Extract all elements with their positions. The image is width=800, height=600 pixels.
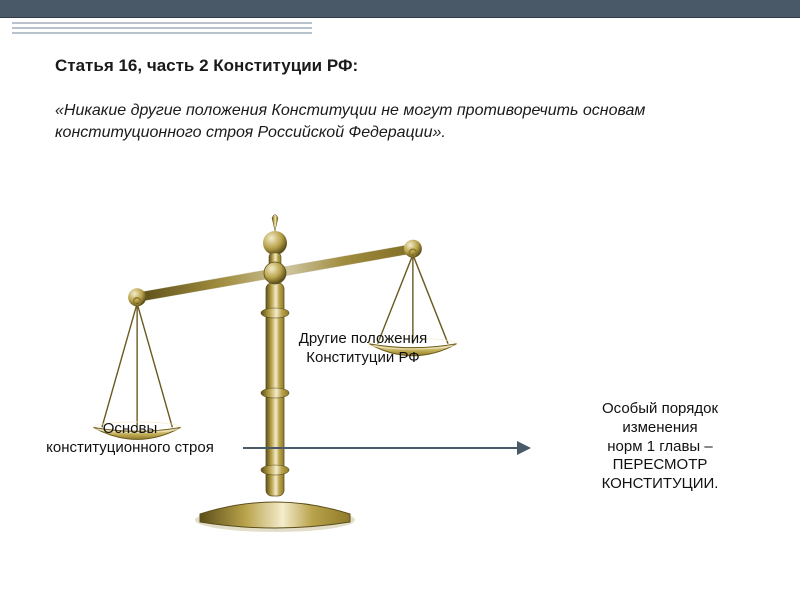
decorative-stripes [12, 22, 312, 37]
label-line: Другие положения [299, 330, 428, 347]
side-line: норм 1 главы – [607, 438, 712, 455]
article-quote: «Никакие другие положения Конституции не… [55, 100, 740, 143]
arrow-head-icon [517, 441, 531, 455]
label-other-provisions: Другие положения Конституции РФ [278, 330, 448, 368]
side-line: КОНСТИТУЦИИ. [602, 475, 719, 492]
arrow-line [243, 447, 518, 449]
side-line: изменения [622, 419, 697, 436]
label-constitutional-basis: Основы конституционного строя [20, 420, 240, 458]
label-line: конституционного строя [46, 439, 214, 456]
side-line: ПЕРЕСМОТР [613, 456, 708, 473]
side-note: Особый порядок изменения норм 1 главы – … [555, 400, 765, 494]
article-heading: Статья 16, часть 2 Конституции РФ: [55, 55, 358, 77]
label-line: Конституции РФ [306, 349, 419, 366]
side-line: Особый порядок [602, 400, 718, 417]
label-line: Основы [103, 420, 158, 437]
slide-topbar [0, 0, 800, 18]
